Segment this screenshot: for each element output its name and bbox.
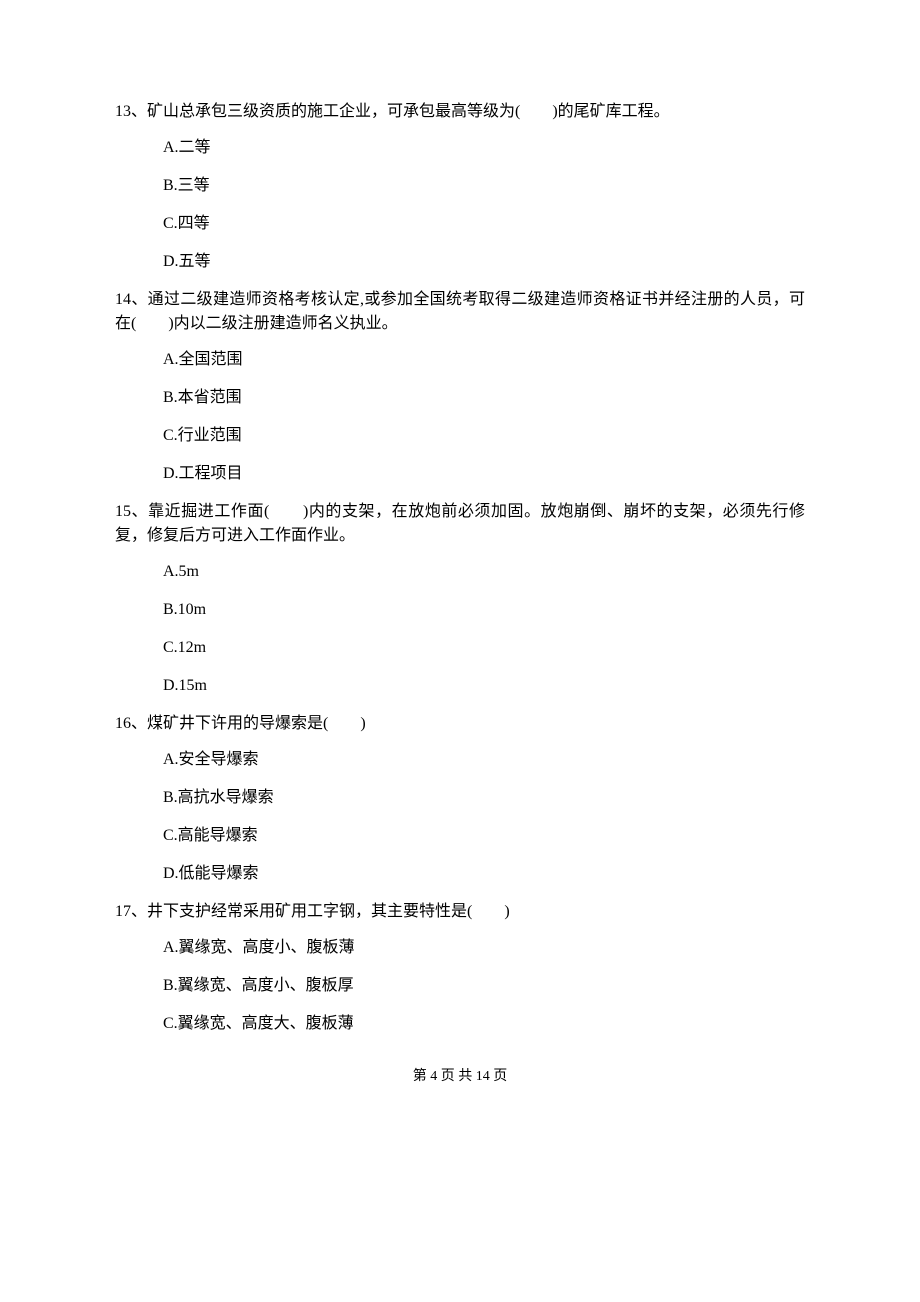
option-item: D.15m bbox=[163, 674, 805, 698]
option-item: B.三等 bbox=[163, 174, 805, 198]
question-stem: 15、靠近掘进工作面( )内的支架，在放炮前必须加固。放炮崩倒、崩坏的支架，必须… bbox=[115, 500, 805, 548]
option-item: B.翼缘宽、高度小、腹板厚 bbox=[163, 974, 805, 998]
option-item: D.工程项目 bbox=[163, 462, 805, 486]
option-item: D.低能导爆索 bbox=[163, 862, 805, 886]
option-item: A.安全导爆索 bbox=[163, 748, 805, 772]
option-item: B.10m bbox=[163, 598, 805, 622]
options-group: A.5m B.10m C.12m D.15m bbox=[115, 560, 805, 698]
question-stem: 14、通过二级建造师资格考核认定,或参加全国统考取得二级建造师资格证书并经注册的… bbox=[115, 288, 805, 336]
option-item: C.四等 bbox=[163, 212, 805, 236]
option-item: C.高能导爆索 bbox=[163, 824, 805, 848]
option-item: C.翼缘宽、高度大、腹板薄 bbox=[163, 1012, 805, 1036]
option-item: D.五等 bbox=[163, 250, 805, 274]
question-stem: 17、井下支护经常采用矿用工字钢，其主要特性是( ) bbox=[115, 900, 805, 924]
options-group: A.安全导爆索 B.高抗水导爆索 C.高能导爆索 D.低能导爆索 bbox=[115, 748, 805, 886]
question-block: 15、靠近掘进工作面( )内的支架，在放炮前必须加固。放炮崩倒、崩坏的支架，必须… bbox=[115, 500, 805, 698]
options-group: A.二等 B.三等 C.四等 D.五等 bbox=[115, 136, 805, 274]
option-item: B.高抗水导爆索 bbox=[163, 786, 805, 810]
question-stem: 16、煤矿井下许用的导爆索是( ) bbox=[115, 712, 805, 736]
question-block: 13、矿山总承包三级资质的施工企业，可承包最高等级为( )的尾矿库工程。 A.二等… bbox=[115, 100, 805, 274]
option-item: C.12m bbox=[163, 636, 805, 660]
question-block: 16、煤矿井下许用的导爆索是( ) A.安全导爆索 B.高抗水导爆索 C.高能导爆索 D… bbox=[115, 712, 805, 886]
options-group: A.全国范围 B.本省范围 C.行业范围 D.工程项目 bbox=[115, 348, 805, 486]
option-item: A.翼缘宽、高度小、腹板薄 bbox=[163, 936, 805, 960]
option-item: A.二等 bbox=[163, 136, 805, 160]
option-item: B.本省范围 bbox=[163, 386, 805, 410]
document-body: 13、矿山总承包三级资质的施工企业，可承包最高等级为( )的尾矿库工程。 A.二等… bbox=[115, 100, 805, 1036]
question-block: 14、通过二级建造师资格考核认定,或参加全国统考取得二级建造师资格证书并经注册的… bbox=[115, 288, 805, 486]
option-item: A.5m bbox=[163, 560, 805, 584]
page-footer: 第 4 页 共 14 页 bbox=[115, 1066, 805, 1087]
question-block: 17、井下支护经常采用矿用工字钢，其主要特性是( ) A.翼缘宽、高度小、腹板薄 B… bbox=[115, 900, 805, 1036]
options-group: A.翼缘宽、高度小、腹板薄 B.翼缘宽、高度小、腹板厚 C.翼缘宽、高度大、腹板薄 bbox=[115, 936, 805, 1036]
question-stem: 13、矿山总承包三级资质的施工企业，可承包最高等级为( )的尾矿库工程。 bbox=[115, 100, 805, 124]
option-item: A.全国范围 bbox=[163, 348, 805, 372]
option-item: C.行业范围 bbox=[163, 424, 805, 448]
